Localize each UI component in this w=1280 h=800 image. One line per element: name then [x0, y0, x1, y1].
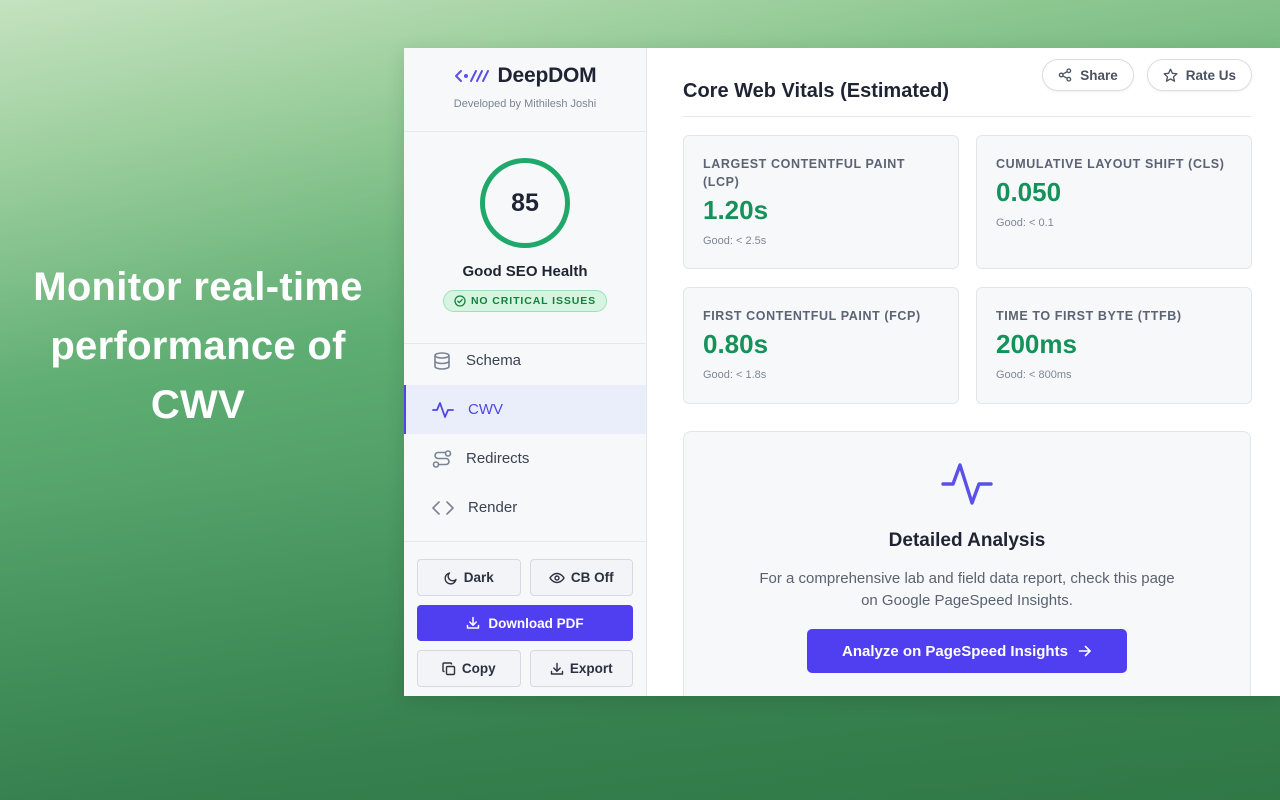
metric-value: 200ms: [996, 329, 1077, 359]
metric-threshold: Good: < 1.8s: [703, 369, 767, 381]
colorblind-toggle-button[interactable]: CB Off: [529, 559, 633, 596]
sidebar-item-cwv[interactable]: CWV: [404, 385, 646, 434]
export-label: Export: [569, 661, 613, 676]
metric-value: 0.80s: [703, 329, 769, 359]
code-icon: [432, 498, 454, 518]
metric-threshold: Good: < 800ms: [996, 369, 1072, 381]
sidebar-item-schema[interactable]: Schema: [404, 336, 646, 385]
status-badge-label: NO CRITICAL ISSUES: [470, 295, 597, 307]
analysis-title: Detailed Analysis: [888, 530, 1046, 551]
database-icon: [432, 351, 452, 371]
brand-name: DeepDOM: [497, 64, 597, 87]
brand: DeepDOM Developed by Mithilesh Joshi: [404, 48, 646, 132]
brand-row: DeepDOM: [454, 64, 597, 88]
metric-label: LARGEST CONTENTFUL PAINT (LCP): [703, 157, 906, 189]
colorblind-toggle-label: CB Off: [570, 570, 614, 585]
sidebar-nav: Schema CWV Redirects: [404, 344, 646, 542]
metric-card-ttfb: TIME TO FIRST BYTE (TTFB) 200ms Good: < …: [976, 287, 1252, 404]
detailed-analysis-panel: Detailed Analysis For a comprehensive la…: [683, 431, 1251, 696]
download-icon: [550, 662, 564, 676]
divider: [683, 116, 1251, 117]
route-icon: [432, 449, 452, 469]
sidebar: DeepDOM Developed by Mithilesh Joshi 85 …: [404, 48, 647, 696]
main-content: Share Rate Us Core Web Vitals (Estimated…: [647, 48, 1280, 696]
sidebar-item-label: CWV: [468, 401, 503, 418]
analyze-pagespeed-label: Analyze on PageSpeed Insights: [842, 642, 1068, 660]
score-panel: 85 Good SEO Health NO CRITICAL ISSUES: [404, 132, 646, 344]
copy-icon: [442, 661, 456, 676]
theme-row: Dark CB Off: [417, 559, 633, 596]
brand-subtitle: Developed by Mithilesh Joshi: [453, 98, 597, 110]
arrow-right-icon: [1078, 644, 1092, 658]
moon-icon: [444, 571, 458, 585]
extension-window: DeepDOM Developed by Mithilesh Joshi 85 …: [404, 48, 1280, 696]
eye-icon: [549, 571, 565, 585]
metric-value: 1.20s: [703, 195, 769, 225]
health-label: Good SEO Health: [462, 263, 588, 280]
copy-label: Copy: [461, 661, 496, 676]
share-label: Share: [1080, 67, 1118, 83]
metrics-grid: LARGEST CONTENTFUL PAINT (LCP) 1.20s Goo…: [683, 135, 1252, 404]
dark-mode-label: Dark: [463, 570, 494, 585]
analysis-description: For a comprehensive lab and field data r…: [759, 570, 1175, 609]
metric-threshold: Good: < 2.5s: [703, 235, 767, 247]
metric-value: 0.050: [996, 177, 1062, 207]
code-arrow-icon: [454, 69, 490, 83]
sidebar-item-label: Render: [468, 499, 518, 516]
metric-card-fcp: FIRST CONTENTFUL PAINT (FCP) 0.80s Good:…: [683, 287, 959, 404]
activity-icon: [432, 400, 454, 420]
sidebar-actions: Dark CB Off: [404, 542, 646, 687]
sidebar-item-label: Schema: [466, 352, 522, 369]
page-title: Core Web Vitals (Estimated): [683, 80, 949, 102]
rate-us-button[interactable]: Rate Us: [1146, 59, 1252, 91]
status-badge: NO CRITICAL ISSUES: [442, 290, 608, 312]
sidebar-item-label: Redirects: [466, 450, 530, 467]
metric-label: CUMULATIVE LAYOUT SHIFT (CLS): [996, 157, 1225, 171]
score-ring: 85: [480, 158, 570, 248]
copy-button[interactable]: Copy: [417, 650, 521, 687]
star-icon: [1163, 68, 1178, 83]
metric-label: TIME TO FIRST BYTE (TTFB): [996, 309, 1182, 323]
share-icon: [1058, 68, 1072, 82]
sidebar-item-redirects[interactable]: Redirects: [404, 434, 646, 483]
download-pdf-label: Download PDF: [488, 615, 584, 631]
dark-mode-button[interactable]: Dark: [417, 559, 521, 596]
rate-us-label: Rate Us: [1185, 67, 1236, 83]
metric-label: FIRST CONTENTFUL PAINT (FCP): [703, 309, 921, 323]
download-pdf-button[interactable]: Download PDF: [417, 605, 633, 641]
metric-card-lcp: LARGEST CONTENTFUL PAINT (LCP) 1.20s Goo…: [683, 135, 959, 269]
download-icon: [466, 616, 480, 630]
promo-headline: Monitor real-time performance of CWV: [33, 265, 363, 427]
analyze-pagespeed-button[interactable]: Analyze on PageSpeed Insights: [807, 629, 1127, 673]
activity-icon: [941, 458, 993, 510]
score-value: 85: [511, 188, 539, 217]
header-actions: Share Rate Us: [1042, 59, 1252, 91]
export-button[interactable]: Export: [529, 650, 633, 687]
metric-threshold: Good: < 0.1: [996, 217, 1054, 229]
share-button[interactable]: Share: [1042, 59, 1134, 91]
copy-export-row: Copy Export: [417, 650, 633, 687]
check-circle-icon: [454, 295, 466, 307]
sidebar-item-render[interactable]: Render: [404, 483, 646, 532]
metric-card-cls: CUMULATIVE LAYOUT SHIFT (CLS) 0.050 Good…: [976, 135, 1252, 269]
